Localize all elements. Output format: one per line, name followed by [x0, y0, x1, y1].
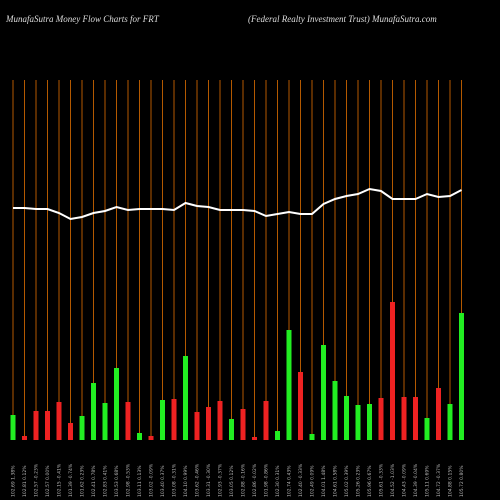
bar [102, 403, 108, 440]
x-tick-label: 104.61 0.58% [333, 465, 339, 497]
bar [148, 436, 154, 440]
bar [436, 388, 441, 440]
chart-title: MunafaSutra Money Flow Charts for FRT [5, 14, 160, 24]
bar [10, 415, 16, 440]
x-tick-label: 102.83 0.41% [103, 465, 109, 497]
x-tick-label: 102.57 0.00% [45, 465, 51, 497]
price-line [13, 187, 462, 221]
bar [252, 437, 257, 440]
bar [447, 404, 453, 440]
x-tick-label: 102.49 0.09% [310, 465, 316, 497]
chart-subtitle: (Federal Realty Investment Trust) Munafa… [248, 14, 437, 24]
bar [321, 345, 326, 440]
bar [114, 368, 119, 440]
x-tick-label: 102.74 0.43% [287, 465, 293, 497]
bar [160, 400, 165, 440]
x-tick-label: 105.26 0.23% [356, 465, 362, 497]
x-tick-label: 105.02 0.39% [344, 465, 350, 497]
bar [459, 313, 464, 440]
x-tick-label: 102.69 1.38% [11, 465, 17, 497]
x-tick-label: 103.62 -0.46% [195, 463, 201, 497]
x-tick-label: 101.39 -0.74% [68, 463, 74, 497]
x-tick-label: 102.98 -0.53% [126, 463, 132, 497]
bar [45, 411, 50, 440]
x-tick-label: 103.11 0.13% [137, 465, 143, 497]
x-tick-label: 104.88 0.15% [448, 465, 454, 497]
bar [263, 401, 269, 440]
bar [390, 302, 395, 440]
x-tick-label: 103.53 0.68% [114, 465, 120, 497]
x-tick-label: 105.61 -0.33% [379, 463, 385, 497]
bar [183, 356, 188, 440]
bar [206, 407, 211, 440]
bar [171, 399, 177, 440]
x-tick-label: 102.41 0.78% [91, 465, 97, 497]
bar [56, 402, 62, 440]
bar [344, 396, 349, 440]
bar [194, 412, 200, 440]
bar [240, 409, 246, 440]
x-tick-label: 104.43 -0.09% [402, 463, 408, 497]
x-tick-label: 105.72 0.80% [459, 465, 465, 497]
bar [275, 431, 280, 440]
bar [401, 397, 407, 440]
bar [22, 436, 27, 440]
bar [413, 397, 418, 440]
bar [298, 372, 303, 440]
bar [424, 418, 430, 440]
x-tick-label: 103.02 -0.09% [149, 463, 155, 497]
x-tick-label: 101.62 0.23% [80, 465, 86, 497]
x-tick-label: 104.01 1.48% [321, 465, 327, 497]
x-tick-label: 102.86 -0.02% [252, 463, 258, 497]
bar [286, 330, 292, 440]
x-tick-label: 102.57 -0.23% [34, 463, 40, 497]
x-tick-label: 105.11 0.69% [425, 465, 431, 497]
x-tick-label: 102.88 -0.16% [241, 463, 247, 497]
bar [79, 416, 85, 440]
x-tick-label: 104.10 0.99% [183, 465, 189, 497]
bar [33, 411, 39, 440]
bar [91, 383, 96, 440]
x-tick-label: 103.40 0.37% [160, 465, 166, 497]
x-tick-label: 102.30 0.31% [275, 465, 281, 497]
x-tick-label: 104.52 -1.03% [390, 463, 396, 497]
x-tick-label: 102.15 -0.41% [57, 463, 63, 497]
x-tick-label: 102.93 -0.37% [218, 463, 224, 497]
x-tick-label: 102.40 -0.33% [298, 463, 304, 497]
bar [125, 402, 131, 440]
bar [68, 423, 73, 440]
x-tick-label: 101.98 -0.86% [264, 463, 270, 497]
x-tick-label: 105.96 0.67% [367, 465, 373, 497]
x-tick-label: 103.05 0.12% [229, 465, 235, 497]
x-tick-label: 103.08 -0.31% [172, 463, 178, 497]
bar [137, 433, 142, 440]
x-tick-label: 103.31 -0.30% [206, 463, 212, 497]
bar [217, 401, 223, 440]
x-tick-label: 102.81 0.12% [22, 465, 28, 497]
bar [332, 381, 338, 440]
x-tick-label: 104.72 -0.37% [436, 463, 442, 497]
bar [355, 405, 361, 440]
x-tick-label: 104.39 -0.04% [413, 463, 419, 497]
bar [378, 398, 384, 440]
bar [367, 404, 372, 440]
bar [309, 434, 315, 440]
bar [229, 419, 234, 440]
